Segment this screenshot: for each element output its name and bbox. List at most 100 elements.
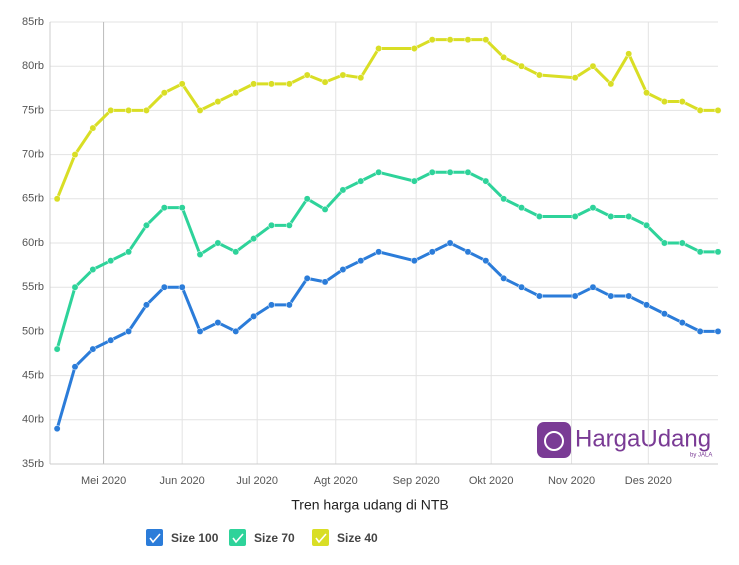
data-point [196, 251, 204, 258]
data-point [589, 62, 597, 70]
data-point [89, 345, 97, 353]
data-point [625, 292, 633, 300]
data-point [232, 89, 240, 97]
data-point [482, 257, 490, 265]
x-tick-label: Okt 2020 [469, 475, 514, 487]
legend-item[interactable]: Size 100 [146, 529, 219, 546]
data-point [410, 45, 418, 52]
data-point [214, 319, 222, 327]
y-tick-label: 85rb [22, 16, 44, 28]
data-point [446, 168, 454, 176]
data-point [285, 80, 293, 88]
x-title: Tren harga udang di NTB [291, 497, 448, 513]
data-point [375, 248, 383, 256]
data-point [535, 292, 543, 300]
data-point [428, 36, 436, 44]
logo-icon-mark [544, 431, 564, 451]
legend-checkbox[interactable] [312, 529, 329, 546]
data-point [428, 168, 436, 176]
data-point [268, 80, 275, 88]
x-tick-label: Sep 2020 [393, 475, 440, 487]
y-tick-label: 75rb [22, 104, 44, 116]
data-point [71, 283, 79, 291]
data-point [178, 283, 186, 291]
data-point [303, 195, 311, 203]
y-tick-label: 50rb [22, 325, 44, 337]
data-point [339, 266, 347, 273]
data-point [142, 106, 150, 114]
data-point [571, 292, 579, 300]
data-point [714, 248, 722, 256]
data-point [607, 213, 615, 220]
data-point [89, 266, 97, 273]
data-point [571, 74, 579, 82]
data-point [160, 89, 168, 97]
data-point [660, 310, 668, 318]
x-tick-label: Jul 2020 [236, 475, 278, 487]
data-point [321, 78, 329, 86]
legend-check [149, 533, 161, 544]
data-point [196, 327, 204, 335]
data-point [714, 106, 722, 114]
data-point [71, 363, 79, 371]
data-point [232, 327, 240, 335]
logo-text: HargaUdang [575, 425, 711, 452]
logo-sub: by JALA [690, 453, 712, 459]
data-point [214, 98, 222, 106]
logo-icon [537, 422, 571, 458]
data-point [535, 213, 543, 220]
data-point [107, 336, 115, 344]
logo: HargaUdang by JALA [537, 422, 712, 459]
legend-item[interactable]: Size 40 [312, 529, 378, 546]
data-point [518, 204, 525, 212]
data-point [160, 283, 168, 291]
data-point [643, 221, 651, 229]
data-point [53, 425, 61, 433]
data-point [214, 239, 222, 247]
data-point [410, 177, 418, 185]
legend-label: Size 100 [171, 531, 219, 545]
y-tick-label: 60rb [22, 237, 44, 249]
data-point [339, 71, 347, 79]
data-point [678, 239, 686, 247]
data-point [464, 36, 472, 44]
y-tick-label: 55rb [22, 281, 44, 293]
legend-item[interactable]: Size 70 [229, 529, 295, 546]
data-point [107, 257, 115, 265]
plot-area: 35rb 40rb 45rb 50rb 55rb 60rb 65rb 70rb 75rb 80rb… [22, 16, 722, 546]
data-point [589, 283, 597, 291]
y-tick-label: 70rb [22, 149, 44, 161]
data-point [196, 106, 204, 114]
data-point [321, 205, 329, 213]
data-point [500, 274, 508, 282]
data-point [518, 283, 525, 291]
series-line [55, 241, 718, 430]
x-tick-label: Agt 2020 [314, 475, 358, 487]
data-point [643, 301, 651, 309]
legend-checkbox[interactable] [146, 529, 163, 546]
data-point [428, 248, 436, 256]
data-point [53, 345, 61, 353]
data-point [339, 186, 347, 194]
data-point [178, 80, 186, 88]
data-point [607, 80, 615, 88]
data-point [357, 177, 365, 185]
y-tick-label: 45rb [22, 370, 44, 382]
x-tick-label: Nov 2020 [548, 475, 595, 487]
data-point [303, 71, 311, 79]
legend-check [232, 533, 244, 544]
data-point [410, 257, 418, 265]
data-point [250, 312, 258, 320]
data-point [357, 257, 365, 265]
data-point [607, 292, 615, 300]
data-point [678, 319, 686, 327]
x-tick-label: Mei 2020 [81, 475, 126, 487]
legend-checkbox[interactable] [229, 529, 246, 546]
data-point [643, 89, 651, 97]
data-point [232, 248, 240, 256]
data-point [107, 106, 115, 114]
data-point [625, 213, 633, 220]
data-point [464, 168, 472, 176]
data-point [125, 248, 133, 256]
